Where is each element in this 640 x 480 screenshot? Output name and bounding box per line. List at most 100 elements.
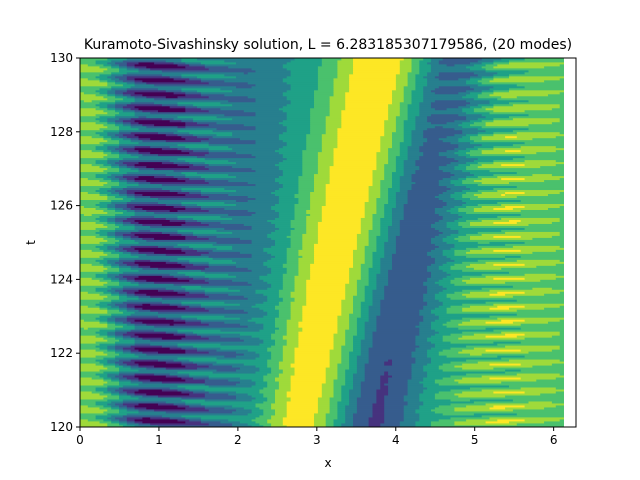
contour-cell — [80, 305, 89, 308]
contour-cell — [454, 205, 467, 208]
contour-cell — [122, 351, 132, 354]
contour-cell — [239, 367, 260, 370]
contour-cell — [317, 79, 334, 83]
contour-cell — [115, 261, 124, 264]
contour-cell — [189, 259, 233, 262]
contour-cell — [462, 135, 471, 139]
contour-cell — [103, 183, 120, 187]
contour-cell — [185, 287, 229, 290]
contour-cell — [251, 411, 264, 414]
contour-cell — [271, 355, 284, 358]
contour-cell — [115, 319, 128, 322]
contour-cell — [181, 58, 198, 61]
contour-cell — [267, 421, 284, 424]
contour-cell — [512, 321, 549, 324]
contour-cell — [349, 363, 358, 366]
contour-cell — [282, 297, 295, 300]
contour-cell — [122, 425, 135, 427]
contour-cell — [430, 425, 564, 427]
contour-cell — [80, 301, 100, 304]
contour-cell — [189, 405, 206, 408]
contour-cell — [115, 303, 128, 306]
contour-cell — [298, 345, 334, 348]
contour-cell — [119, 423, 128, 426]
contour-cell — [329, 405, 338, 408]
contour-cell — [341, 345, 354, 348]
contour-cell — [508, 307, 545, 310]
contour-cell — [126, 191, 135, 195]
contour-cell — [189, 261, 210, 264]
contour-cell — [275, 223, 291, 226]
contour-cell — [376, 401, 385, 404]
contour-cell — [368, 231, 381, 234]
contour-cell — [438, 391, 463, 394]
contour-cell — [80, 331, 96, 334]
contour-cell — [508, 89, 564, 93]
contour-cell — [95, 415, 112, 418]
contour-cell — [368, 243, 377, 246]
contour-cell — [360, 313, 369, 316]
contour-cell — [356, 319, 369, 322]
contour-cell — [200, 421, 221, 424]
contour-cell — [384, 131, 393, 135]
contour-cell — [111, 293, 120, 296]
contour-cell — [454, 409, 514, 412]
contour-cell — [446, 149, 459, 153]
contour-cell — [427, 279, 440, 282]
contour-cell — [501, 357, 564, 360]
contour-cell — [80, 139, 108, 143]
contour-cell — [430, 105, 459, 109]
contour-cell — [111, 401, 124, 404]
contour-cell — [345, 339, 354, 342]
contour-cell — [197, 347, 221, 350]
contour-cell — [384, 415, 405, 418]
contour-cell — [462, 169, 490, 173]
contour-cell — [450, 273, 483, 276]
contour-cell — [146, 81, 210, 85]
contour-cell — [126, 201, 159, 204]
contour-cell — [430, 321, 447, 324]
contour-cell — [107, 83, 124, 87]
contour-cell — [107, 157, 124, 161]
contour-cell — [134, 145, 151, 149]
contour-cell — [356, 317, 369, 320]
contour-cell — [177, 157, 206, 161]
contour-cell — [80, 367, 108, 370]
contour-cell — [438, 283, 455, 286]
contour-cell — [458, 177, 467, 181]
contour-cell — [271, 423, 284, 426]
contour-cell — [423, 143, 459, 147]
contour-cell — [325, 183, 373, 187]
contour-cell — [130, 351, 143, 354]
contour-cell — [189, 165, 206, 169]
contour-cell — [551, 221, 564, 224]
contour-cell — [263, 411, 276, 414]
contour-cell — [107, 317, 116, 320]
contour-cell — [325, 413, 338, 416]
contour-cell — [497, 201, 564, 204]
contour-cell — [434, 247, 451, 250]
contour-cell — [119, 305, 128, 308]
contour-cell — [169, 417, 186, 420]
contour-cell — [337, 143, 381, 147]
contour-cell — [80, 193, 100, 197]
contour-cell — [458, 323, 522, 326]
contour-cell — [302, 241, 319, 244]
contour-cell — [372, 341, 416, 344]
contour-cell — [391, 219, 401, 222]
contour-cell — [115, 317, 128, 320]
contour-cell — [263, 301, 280, 304]
contour-cell — [103, 397, 120, 400]
contour-cell — [130, 139, 143, 143]
contour-cell — [80, 157, 108, 161]
contour-cell — [364, 201, 377, 204]
contour-cell — [380, 139, 393, 143]
contour-cell — [364, 285, 377, 288]
contour-cell — [333, 419, 346, 422]
contour-cell — [372, 251, 385, 254]
contour-cell — [384, 255, 393, 258]
contour-cell — [267, 235, 288, 238]
contour-cell — [376, 391, 389, 394]
contour-cell — [275, 203, 295, 206]
contour-cell — [423, 315, 440, 318]
